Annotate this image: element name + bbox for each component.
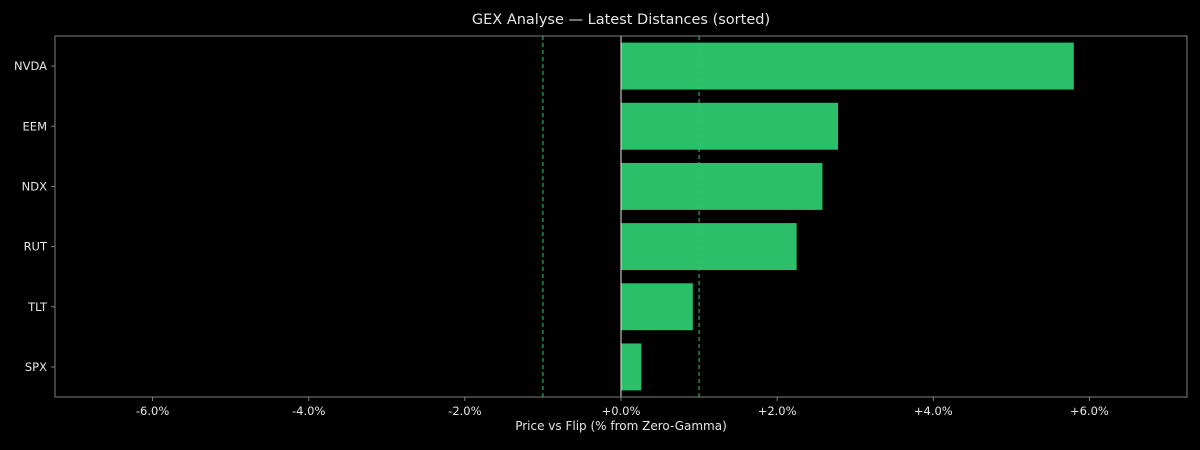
x-tick-label-1: -4.0% — [292, 404, 325, 418]
y-tick-label-rut: RUT — [24, 240, 48, 254]
bar-rut — [621, 223, 797, 271]
chart-title: GEX Analyse — Latest Distances (sorted) — [472, 12, 770, 28]
plot-area: NVDA EEM NDX RUT TLT SPX -6.0% -4.0% -2.0% +0.0% +… — [14, 35, 1188, 418]
bar-nvda — [621, 42, 1074, 90]
x-tick-label-3: +0.0% — [602, 404, 641, 418]
x-axis-label: Price vs Flip (% from Zero-Gamma) — [515, 419, 727, 433]
bar-spx — [621, 343, 642, 391]
bar-ndx — [621, 162, 823, 210]
x-tick-label-6: +6.0% — [1070, 404, 1109, 418]
y-tick-label-ndx: NDX — [22, 179, 47, 193]
bar-eem — [621, 102, 839, 150]
x-tick-label-2: -2.0% — [448, 404, 481, 418]
bar-tlt — [621, 283, 693, 331]
x-tick-label-4: +2.0% — [758, 404, 797, 418]
y-tick-label-nvda: NVDA — [14, 59, 47, 73]
y-tick-label-spx: SPX — [25, 360, 47, 374]
y-tick-label-tlt: TLT — [27, 300, 48, 314]
x-tick-label-0: -6.0% — [136, 404, 169, 418]
x-tick-label-5: +4.0% — [914, 404, 953, 418]
y-tick-label-eem: EEM — [23, 119, 47, 133]
